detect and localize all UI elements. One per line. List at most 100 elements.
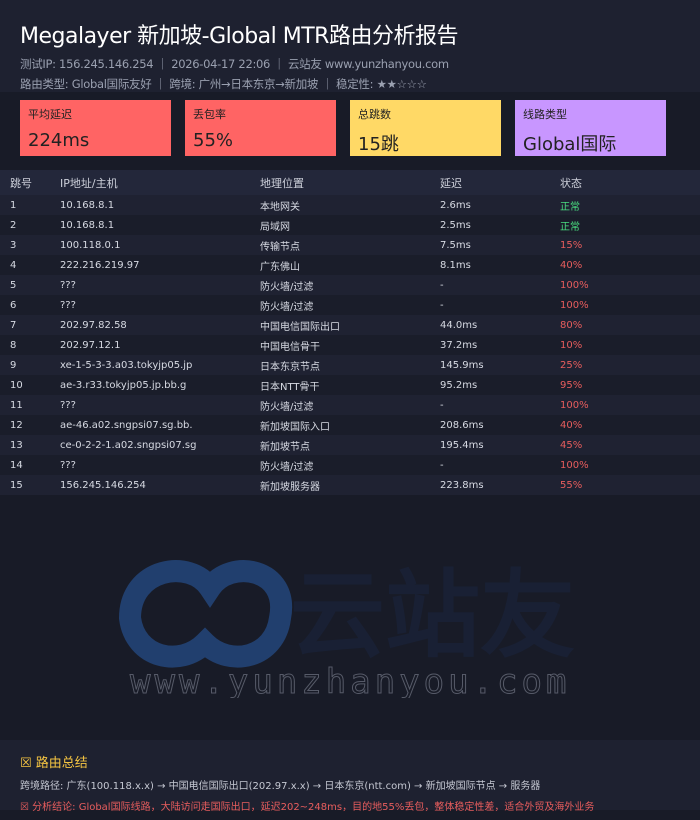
hop-number: 13 — [0, 435, 60, 455]
summary-title: ☒ 路由总结 — [20, 756, 88, 771]
hop-location: 中国电信骨干 — [260, 335, 440, 355]
col-hop: 跳号 — [0, 170, 60, 195]
table-header-row: 跳号 IP地址/主机 地理位置 延迟 状态 — [0, 170, 700, 195]
hop-ip: 10.168.8.1 — [60, 215, 260, 235]
table-row: 9 xe-1-5-3-3.a03.tokyjp05.jp 日本东京节点 145.9ms… — [0, 355, 700, 375]
hop-status: 25% — [560, 355, 700, 375]
page-title: Megalayer 新加坡-Global MTR路由分析报告 — [20, 24, 458, 49]
table-row: 15 156.245.146.254 新加坡服务器 223.8ms 55% — [0, 475, 700, 495]
stat-value: 15跳 — [358, 134, 399, 155]
hop-location: 新加坡服务器 — [260, 475, 440, 495]
watermark-url: www.yunzhanyou.com — [130, 662, 570, 698]
hop-location: 本地网关 — [260, 195, 440, 215]
hop-number: 4 — [0, 255, 60, 275]
hop-status: 10% — [560, 335, 700, 355]
hop-location: 防火墙/过滤 — [260, 395, 440, 415]
hop-location: 中国电信国际出口 — [260, 315, 440, 335]
hop-latency: - — [440, 395, 560, 415]
hop-ip: 156.245.146.254 — [60, 475, 260, 495]
hop-ip: 10.168.8.1 — [60, 195, 260, 215]
stat-card: 丢包率 55% — [185, 100, 336, 156]
hop-location: 新加坡国际入口 — [260, 415, 440, 435]
test-meta: 测试IP: 156.245.146.254 ｜ 2026-04-17 22:06… — [20, 57, 449, 71]
hop-location: 防火墙/过滤 — [260, 295, 440, 315]
hop-number: 12 — [0, 415, 60, 435]
table-row: 14??? 防火墙/过滤 -100% — [0, 455, 700, 475]
table-row: 3 100.118.0.1 传输节点 7.5ms 15% — [0, 235, 700, 255]
hop-number: 2 — [0, 215, 60, 235]
hop-latency: 8.1ms — [440, 255, 560, 275]
route-summary: ☒ 路由总结 跨境路径: 广东(100.118.x.x) → 中国电信国际出口(… — [0, 740, 700, 813]
hop-ip: ae-3.r33.tokyjp05.jp.bb.g — [60, 375, 260, 395]
hop-number: 11 — [0, 395, 60, 415]
hop-number: 8 — [0, 335, 60, 355]
table-row: 8 202.97.12.1 中国电信骨干 37.2ms 10% — [0, 335, 700, 355]
col-ip: IP地址/主机 — [60, 170, 260, 195]
report-header: Megalayer 新加坡-Global MTR路由分析报告 测试IP: 156… — [0, 0, 700, 92]
hop-ip: 222.216.219.97 — [60, 255, 260, 275]
table-row: 13 ce-0-2-2-1.a02.sngpsi07.sg 新加坡节点 195.4ms… — [0, 435, 700, 455]
hop-latency: - — [440, 295, 560, 315]
watermark-brand: 云站友 — [290, 561, 575, 671]
hop-number: 14 — [0, 455, 60, 475]
hop-number: 15 — [0, 475, 60, 495]
hop-latency: 7.5ms — [440, 235, 560, 255]
hop-status: 100% — [560, 295, 700, 315]
hop-status: 100% — [560, 275, 700, 295]
table-row: 5??? 防火墙/过滤 -100% — [0, 275, 700, 295]
stat-label: 丢包率 — [193, 108, 226, 121]
hop-latency: 208.6ms — [440, 415, 560, 435]
hop-status: 正常 — [560, 195, 700, 215]
table-row: 2 10.168.8.1 局域网 2.5ms 正常 — [0, 215, 700, 235]
hop-status: 40% — [560, 255, 700, 275]
stat-value: Global国际 — [523, 134, 617, 155]
table-row: 1 10.168.8.1 本地网关 2.6ms 正常 — [0, 195, 700, 215]
table-row: 12 ae-46.a02.sngpsi07.sg.bb. 新加坡国际入口 208.6m… — [0, 415, 700, 435]
hop-status: 45% — [560, 435, 700, 455]
hop-number: 10 — [0, 375, 60, 395]
summary-cards: 平均延迟 224ms 丢包率 55% 总跳数 15跳 线路类型 Global国际 — [0, 92, 700, 170]
hop-ip: ??? — [60, 455, 260, 475]
hop-latency: - — [440, 455, 560, 475]
hop-latency: 145.9ms — [440, 355, 560, 375]
hop-number: 6 — [0, 295, 60, 315]
hop-location: 广东佛山 — [260, 255, 440, 275]
hop-ip: ??? — [60, 275, 260, 295]
stat-card: 平均延迟 224ms — [20, 100, 171, 156]
col-latency: 延迟 — [440, 170, 560, 195]
table-row: 11??? 防火墙/过滤 -100% — [0, 395, 700, 415]
hop-ip: ae-46.a02.sngpsi07.sg.bb. — [60, 415, 260, 435]
hop-location: 日本东京节点 — [260, 355, 440, 375]
hop-status: 95% — [560, 375, 700, 395]
stat-card: 线路类型 Global国际 — [515, 100, 666, 156]
stat-label: 线路类型 — [523, 108, 567, 121]
summary-conclusion: ☒ 分析结论: Global国际线路，大陆访问走国际出口，延迟202~248ms… — [20, 802, 595, 813]
hop-latency: 2.5ms — [440, 215, 560, 235]
table-row: 10 ae-3.r33.tokyjp05.jp.bb.g 日本NTT骨干 95.2ms… — [0, 375, 700, 395]
hop-latency: 2.6ms — [440, 195, 560, 215]
hop-status: 15% — [560, 235, 700, 255]
hop-status: 正常 — [560, 215, 700, 235]
col-status: 状态 — [560, 170, 700, 195]
stat-value: 224ms — [28, 130, 90, 151]
hop-ip: ??? — [60, 395, 260, 415]
hop-latency: - — [440, 275, 560, 295]
hop-status: 55% — [560, 475, 700, 495]
hop-latency: 95.2ms — [440, 375, 560, 395]
col-location: 地理位置 — [260, 170, 440, 195]
hop-number: 7 — [0, 315, 60, 335]
hop-location: 日本NTT骨干 — [260, 375, 440, 395]
table-row: 6??? 防火墙/过滤 -100% — [0, 295, 700, 315]
table-row: 7 202.97.82.58 中国电信国际出口 44.0ms 80% — [0, 315, 700, 335]
hop-ip: 100.118.0.1 — [60, 235, 260, 255]
hop-location: 防火墙/过滤 — [260, 455, 440, 475]
hop-table: 跳号 IP地址/主机 地理位置 延迟 状态 1 10.168.8.1 本地网关 2.6… — [0, 170, 700, 495]
hop-latency: 44.0ms — [440, 315, 560, 335]
watermark-logo: 云站友 www.yunzhanyou.com — [118, 560, 575, 698]
hop-location: 局域网 — [260, 215, 440, 235]
hop-latency: 223.8ms — [440, 475, 560, 495]
hop-ip: ce-0-2-2-1.a02.sngpsi07.sg — [60, 435, 260, 455]
stat-label: 平均延迟 — [28, 108, 72, 121]
stat-label: 总跳数 — [358, 108, 391, 121]
hop-status: 100% — [560, 395, 700, 415]
